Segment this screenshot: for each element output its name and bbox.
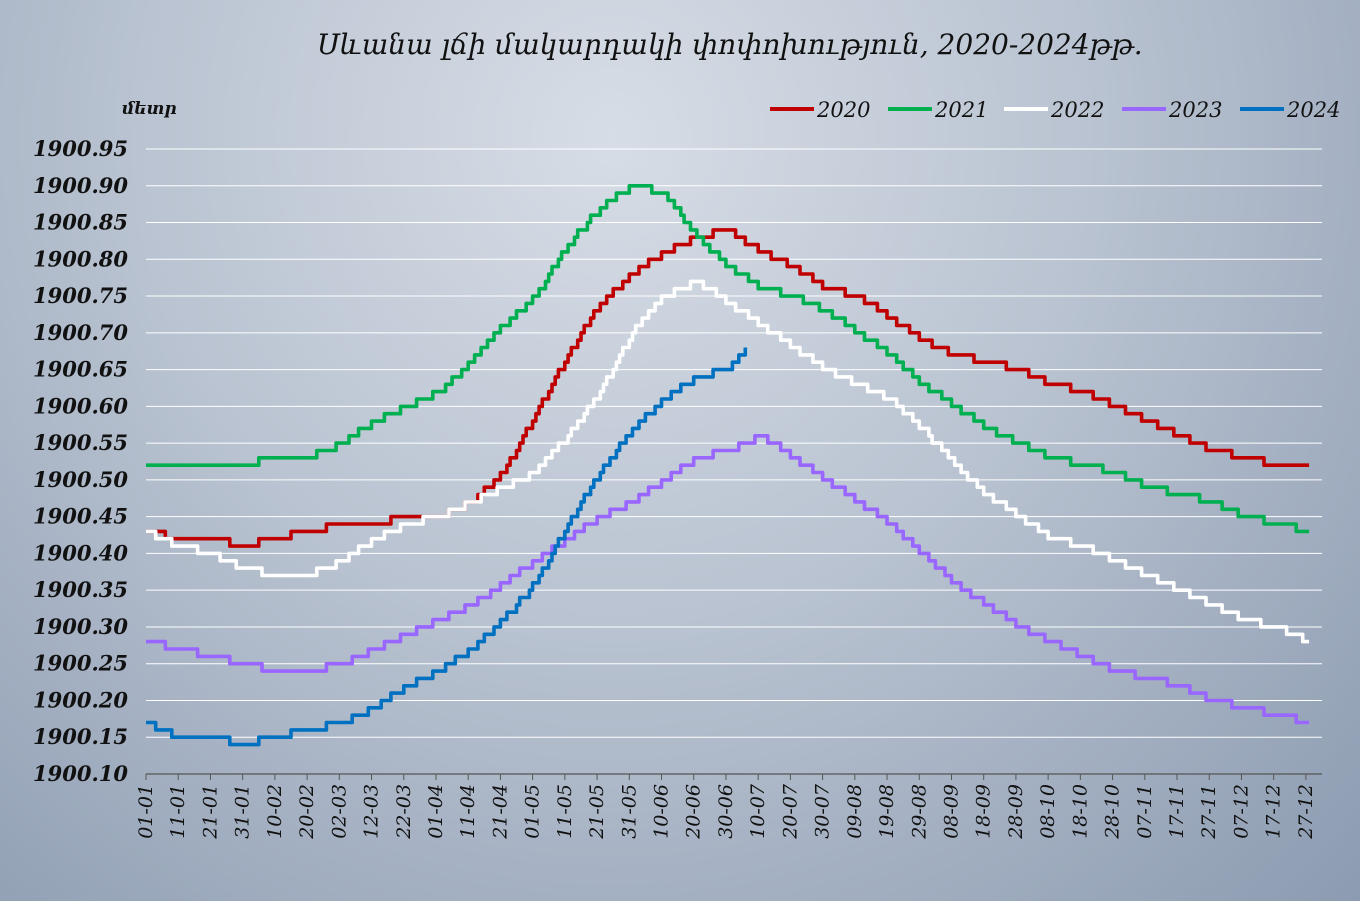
y-tick-label: 1900.45 <box>33 504 128 529</box>
series-line-2021 <box>146 184 1310 534</box>
x-tick-label: 21-01 <box>199 784 221 840</box>
x-tick-label: 31-05 <box>618 784 640 839</box>
y-tick-label: 1900.40 <box>33 540 128 565</box>
x-tick-label: 02-03 <box>328 784 350 839</box>
y-tick-label: 1900.15 <box>33 724 128 749</box>
legend-label-2022: 2022 <box>1050 98 1104 122</box>
legend-label-2020: 2020 <box>816 98 870 122</box>
y-tick-label: 1900.55 <box>33 430 128 455</box>
series-line-2022 <box>146 279 1310 644</box>
x-tick-label: 27-11 <box>1198 784 1220 840</box>
x-tick-label: 20-02 <box>296 784 318 840</box>
x-axis: 01-01 11-01 21-01 31-01 10-02 20-02 02-03 12-03… <box>135 773 1322 840</box>
x-tick-label: 28-10 <box>1102 784 1124 840</box>
y-tick-label: 1900.65 <box>33 357 128 382</box>
y-axis-unit-label: մետր <box>122 99 177 119</box>
x-tick-label: 01-04 <box>425 784 447 839</box>
x-tick-label: 21-05 <box>586 784 608 840</box>
x-tick-label: 07-11 <box>1134 784 1156 839</box>
x-tick-label: 11-04 <box>457 784 479 839</box>
chart-title: Սևանա լճի մակարդակի փոփոխություն, 2020-2… <box>317 28 1142 61</box>
x-tick-label: 07-12 <box>1230 784 1252 839</box>
x-tick-label: 18-10 <box>1069 784 1091 839</box>
y-tick-label: 1900.80 <box>33 246 128 271</box>
x-tick-label: 30-07 <box>812 783 834 839</box>
y-tick-label: 1900.20 <box>33 687 128 712</box>
gridlines <box>146 148 1322 738</box>
x-tick-label: 22-03 <box>393 784 415 840</box>
x-tick-label: 10-06 <box>651 784 673 839</box>
x-tick-label: 27-12 <box>1295 784 1317 840</box>
x-tick-label: 09-08 <box>844 784 866 839</box>
y-tick-label: 1900.35 <box>33 577 128 602</box>
y-axis: 1900.95 1900.90 1900.85 1900.80 1900.75 1900.… <box>33 136 128 786</box>
legend: 2020 2021 2022 2023 2024 <box>770 98 1340 122</box>
y-tick-label: 1900.50 <box>33 467 128 492</box>
y-tick-label: 1900.30 <box>33 614 128 639</box>
legend-label-2023: 2023 <box>1168 98 1222 122</box>
series-line-2020 <box>146 228 1310 548</box>
series-lines <box>146 184 1310 747</box>
x-tick-label: 19-08 <box>876 784 898 839</box>
x-tick-label: 10-07 <box>747 783 769 839</box>
y-tick-label: 1900.10 <box>33 761 128 786</box>
x-tick-label: 11-01 <box>167 784 189 839</box>
x-tick-label: 20-07 <box>779 783 801 840</box>
legend-label-2024: 2024 <box>1286 98 1340 122</box>
x-tick-label: 29-08 <box>908 784 930 840</box>
x-tick-label: 18-09 <box>973 784 995 839</box>
y-tick-label: 1900.25 <box>33 651 128 676</box>
series-line-2024 <box>146 347 748 747</box>
y-tick-label: 1900.90 <box>33 173 128 198</box>
x-tick-label: 10-02 <box>264 784 286 839</box>
legend-label-2021: 2021 <box>934 98 988 122</box>
x-tick-label: 11-05 <box>554 784 576 839</box>
y-tick-label: 1900.60 <box>33 393 128 418</box>
x-tick-label: 28-09 <box>1005 784 1027 840</box>
x-tick-label: 17-12 <box>1263 784 1285 839</box>
series-line-2023 <box>146 434 1310 725</box>
y-tick-label: 1900.95 <box>33 136 128 161</box>
x-tick-label: 01-05 <box>522 784 544 839</box>
x-tick-label: 21-04 <box>489 784 511 840</box>
x-tick-label: 31-01 <box>232 784 254 839</box>
x-tick-label: 20-06 <box>683 784 705 840</box>
x-tick-label: 01-01 <box>135 784 157 839</box>
y-tick-label: 1900.75 <box>33 283 128 308</box>
x-tick-label: 17-11 <box>1166 784 1188 839</box>
x-tick-label: 12-03 <box>361 784 383 839</box>
x-tick-label: 08-10 <box>1037 784 1059 839</box>
y-tick-label: 1900.70 <box>33 320 128 345</box>
x-tick-label: 30-06 <box>715 784 737 839</box>
y-tick-label: 1900.85 <box>33 210 128 235</box>
x-tick-label: 08-09 <box>940 784 962 839</box>
